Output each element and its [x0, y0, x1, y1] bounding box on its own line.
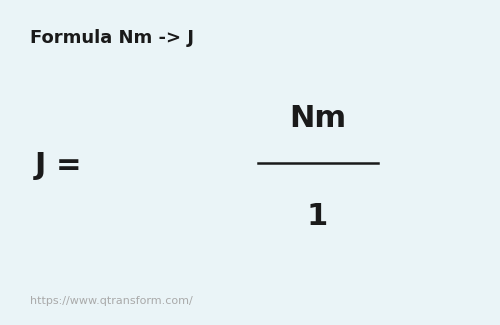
Text: J =: J =: [35, 151, 82, 180]
Text: Formula Nm -> J: Formula Nm -> J: [30, 29, 194, 47]
Text: Nm: Nm: [289, 104, 346, 133]
Text: https://www.qtransform.com/: https://www.qtransform.com/: [30, 295, 193, 306]
Text: 1: 1: [307, 202, 328, 231]
